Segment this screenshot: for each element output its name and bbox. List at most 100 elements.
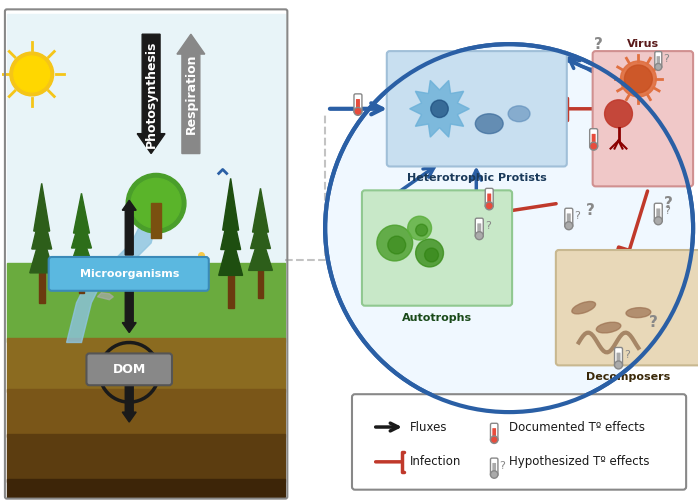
FancyBboxPatch shape bbox=[485, 188, 494, 207]
FancyBboxPatch shape bbox=[654, 203, 662, 222]
FancyArrow shape bbox=[177, 34, 205, 153]
Text: Infection: Infection bbox=[410, 455, 461, 468]
Text: Hypothesized Tº effects: Hypothesized Tº effects bbox=[509, 455, 650, 468]
Circle shape bbox=[565, 222, 573, 230]
FancyBboxPatch shape bbox=[492, 463, 496, 474]
Polygon shape bbox=[74, 193, 90, 233]
FancyBboxPatch shape bbox=[356, 99, 360, 111]
Polygon shape bbox=[71, 213, 92, 248]
Circle shape bbox=[377, 225, 413, 261]
Circle shape bbox=[425, 248, 438, 262]
Circle shape bbox=[416, 224, 428, 236]
Circle shape bbox=[354, 108, 362, 115]
Text: ?: ? bbox=[594, 37, 603, 52]
Bar bbox=[7, 479, 286, 496]
Circle shape bbox=[416, 239, 444, 267]
Polygon shape bbox=[220, 204, 241, 249]
Ellipse shape bbox=[508, 106, 530, 122]
Polygon shape bbox=[253, 188, 269, 232]
Bar bbox=[7, 434, 286, 482]
FancyBboxPatch shape bbox=[593, 51, 693, 187]
FancyBboxPatch shape bbox=[657, 208, 660, 220]
Text: Microorganisms: Microorganisms bbox=[80, 269, 179, 279]
Ellipse shape bbox=[626, 306, 650, 319]
Circle shape bbox=[485, 202, 494, 210]
FancyBboxPatch shape bbox=[565, 208, 573, 227]
FancyBboxPatch shape bbox=[589, 129, 598, 148]
Bar bbox=[78, 268, 85, 293]
FancyBboxPatch shape bbox=[567, 213, 570, 225]
FancyBboxPatch shape bbox=[492, 428, 496, 439]
Circle shape bbox=[388, 236, 406, 254]
Text: DOM: DOM bbox=[113, 363, 146, 376]
Circle shape bbox=[131, 179, 181, 228]
Text: Autotrophs: Autotrophs bbox=[402, 313, 472, 322]
Text: Virus: Virus bbox=[626, 39, 659, 49]
Circle shape bbox=[589, 142, 598, 150]
FancyArrow shape bbox=[122, 384, 136, 422]
Polygon shape bbox=[69, 233, 93, 268]
Circle shape bbox=[491, 436, 498, 444]
Ellipse shape bbox=[571, 302, 596, 313]
Bar bbox=[151, 203, 161, 238]
FancyBboxPatch shape bbox=[491, 424, 498, 441]
FancyBboxPatch shape bbox=[592, 134, 596, 146]
FancyBboxPatch shape bbox=[362, 190, 512, 306]
Circle shape bbox=[615, 361, 622, 369]
FancyArrow shape bbox=[122, 288, 136, 332]
FancyBboxPatch shape bbox=[352, 394, 686, 490]
Circle shape bbox=[14, 56, 50, 92]
Text: ?: ? bbox=[575, 211, 580, 221]
Polygon shape bbox=[218, 230, 243, 275]
Circle shape bbox=[407, 216, 431, 240]
Polygon shape bbox=[32, 207, 52, 249]
FancyBboxPatch shape bbox=[49, 257, 209, 291]
Text: ?: ? bbox=[499, 461, 505, 471]
Bar bbox=[38, 273, 45, 303]
Bar bbox=[258, 271, 263, 298]
FancyBboxPatch shape bbox=[7, 263, 286, 343]
Text: ?: ? bbox=[649, 315, 658, 330]
Polygon shape bbox=[410, 80, 469, 137]
Polygon shape bbox=[248, 232, 272, 271]
FancyBboxPatch shape bbox=[556, 250, 700, 365]
Bar bbox=[7, 389, 286, 437]
FancyBboxPatch shape bbox=[87, 354, 172, 385]
FancyBboxPatch shape bbox=[354, 94, 362, 113]
Text: Photosynthesis: Photosynthesis bbox=[145, 40, 158, 147]
Circle shape bbox=[10, 52, 54, 96]
Circle shape bbox=[620, 61, 657, 97]
Ellipse shape bbox=[475, 114, 503, 134]
Circle shape bbox=[654, 217, 662, 225]
Polygon shape bbox=[66, 174, 166, 343]
FancyBboxPatch shape bbox=[387, 51, 567, 166]
Text: ?: ? bbox=[624, 351, 630, 361]
Text: ?: ? bbox=[664, 196, 673, 211]
Bar bbox=[7, 338, 286, 392]
FancyBboxPatch shape bbox=[654, 52, 661, 68]
Polygon shape bbox=[251, 210, 270, 248]
Bar bbox=[228, 275, 234, 308]
Polygon shape bbox=[97, 293, 113, 300]
FancyBboxPatch shape bbox=[477, 223, 482, 235]
FancyBboxPatch shape bbox=[657, 56, 660, 66]
Polygon shape bbox=[30, 231, 54, 273]
Circle shape bbox=[491, 471, 498, 478]
Ellipse shape bbox=[596, 322, 621, 333]
Bar bbox=[7, 14, 286, 322]
Circle shape bbox=[430, 100, 448, 118]
Circle shape bbox=[475, 232, 483, 239]
FancyBboxPatch shape bbox=[615, 348, 622, 367]
FancyArrow shape bbox=[137, 34, 165, 153]
FancyBboxPatch shape bbox=[475, 218, 483, 237]
Text: ?: ? bbox=[485, 221, 491, 231]
FancyBboxPatch shape bbox=[487, 194, 491, 205]
FancyBboxPatch shape bbox=[617, 353, 620, 365]
Circle shape bbox=[624, 65, 652, 93]
Circle shape bbox=[126, 174, 186, 233]
Text: ?: ? bbox=[663, 54, 669, 63]
Text: Heterotrophic Protists: Heterotrophic Protists bbox=[407, 174, 547, 184]
Circle shape bbox=[654, 63, 661, 70]
Text: Respiration: Respiration bbox=[184, 54, 197, 134]
Circle shape bbox=[605, 100, 632, 128]
